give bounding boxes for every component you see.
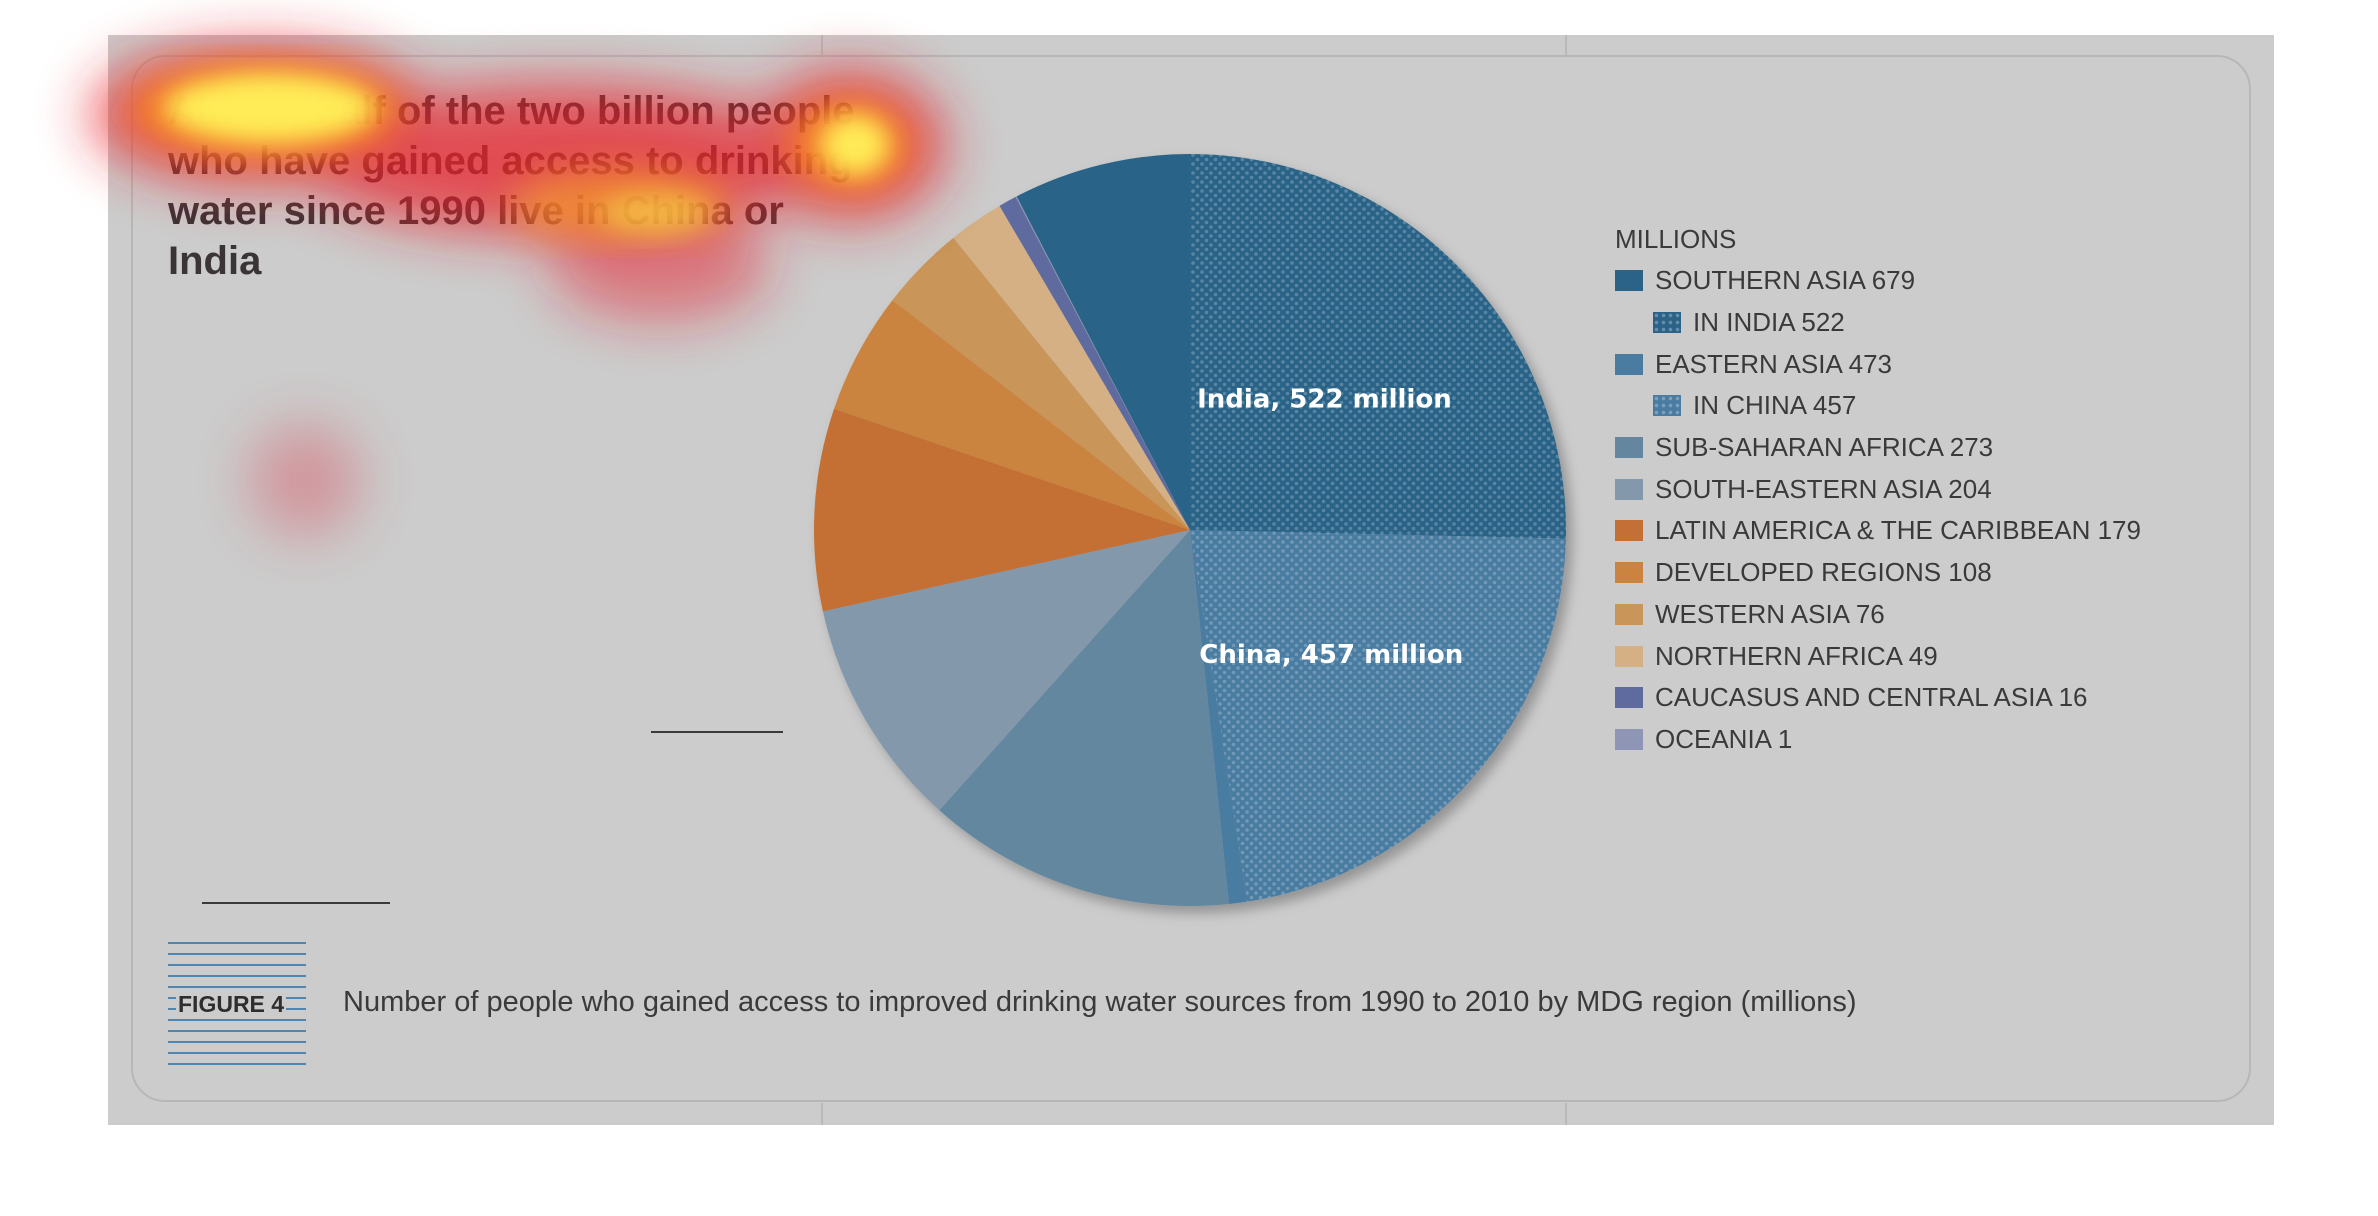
figure-label: FIGURE 4 [176, 990, 287, 1018]
legend-swatch [1615, 728, 1643, 750]
legend-item: NORTHERN AFRICA 49 [1615, 635, 2275, 677]
legend-swatch [1615, 437, 1643, 459]
legend-item: EASTERN ASIA 473 [1615, 343, 2275, 385]
pie-slice-sub-saharan-africa [939, 530, 1229, 906]
legend-swatch [1615, 687, 1643, 709]
legend-label: IN INDIA 522 [1693, 307, 1845, 338]
pie-slice-southern-asia-excl-india [1016, 154, 1190, 530]
pie-slice-northern-africa [953, 205, 1190, 530]
legend-item: DEVELOPED REGIONS 108 [1615, 552, 2275, 594]
pie-slice-pattern-in-india [1190, 154, 1566, 539]
figure-frame [131, 55, 2251, 1102]
legend-title: MILLIONS [1615, 224, 1737, 254]
legend-label: IN CHINA 457 [1693, 390, 1857, 421]
pie-slice-developed-regions [834, 300, 1190, 530]
column-guide-left-bottom [821, 1103, 823, 1125]
pie-slice-south-eastern-asia [822, 530, 1190, 811]
legend-item: SUB-SAHARAN AFRICA 273 [1615, 427, 2275, 469]
legend-label: NORTHERN AFRICA 49 [1655, 640, 1938, 671]
legend-item: SOUTH-EASTERN ASIA 204 [1615, 468, 2275, 510]
pie-slice-western-asia [892, 237, 1190, 530]
slice-label-in-india: India, 522 million [1197, 385, 1452, 415]
legend-label: LATIN AMERICA & THE CARIBBEAN 179 [1655, 515, 2141, 546]
pie-slice-oceania [1015, 196, 1190, 530]
column-guide-left-top [821, 35, 823, 55]
legend-label: WESTERN ASIA 76 [1655, 598, 1885, 629]
legend-item: SOUTHERN ASIA 679 [1615, 260, 2275, 302]
column-guide-right-bottom [1565, 1103, 1567, 1125]
figure-tag: FIGURE 4 [168, 942, 306, 1066]
pie-slice-caucasus-and-central-asia [999, 196, 1190, 530]
legend-item: WESTERN ASIA 76 [1615, 594, 2275, 636]
legend-swatch [1615, 520, 1643, 542]
legend-swatch [1615, 478, 1643, 500]
legend-label: SOUTH-EASTERN ASIA 204 [1655, 473, 1992, 504]
legend-swatch [1615, 562, 1643, 584]
legend-item: IN CHINA 457 [1615, 385, 2275, 427]
legend: MILLIONS SOUTHERN ASIA 679 IN INDIA 522 EA… [1615, 218, 2275, 760]
legend-item: IN INDIA 522 [1615, 302, 2275, 344]
legend-item: OCEANIA 1 [1615, 719, 2275, 761]
legend-label: EASTERN ASIA 473 [1655, 348, 1893, 379]
pie-slice-latin-america-the-caribbean [814, 408, 1190, 612]
pie-chart: India, 522 million China, 457 million [814, 154, 1566, 906]
slice-label-in-china: China, 457 million [1199, 640, 1463, 670]
legend-label: DEVELOPED REGIONS 108 [1655, 557, 1992, 588]
legend-swatch [1615, 353, 1643, 375]
pie-slice-pattern-in-china [1190, 530, 1566, 902]
pie-slice-eastern-asia-excl-china [1190, 530, 1248, 904]
legend-item: CAUCASUS AND CENTRAL ASIA 16 [1615, 677, 2275, 719]
headline: Almost half of the two billion people wh… [168, 89, 855, 283]
legend-swatch [1615, 645, 1643, 667]
divider-rule [651, 731, 783, 733]
legend-label: OCEANIA 1 [1655, 723, 1793, 754]
legend-swatch [1615, 603, 1643, 625]
legend-item: LATIN AMERICA & THE CARIBBEAN 179 [1615, 510, 2275, 552]
legend-label: SUB-SAHARAN AFRICA 273 [1655, 432, 1994, 463]
legend-swatch [1615, 270, 1643, 292]
legend-swatch [1653, 395, 1681, 417]
legend-label: SOUTHERN ASIA 679 [1655, 265, 1916, 296]
legend-swatch [1653, 312, 1681, 334]
figure-caption: Number of people who gained access to im… [343, 986, 1857, 1018]
column-guide-right-top [1565, 35, 1567, 55]
caption-rule [202, 902, 390, 904]
legend-label: CAUCASUS AND CENTRAL ASIA 16 [1655, 682, 2088, 713]
